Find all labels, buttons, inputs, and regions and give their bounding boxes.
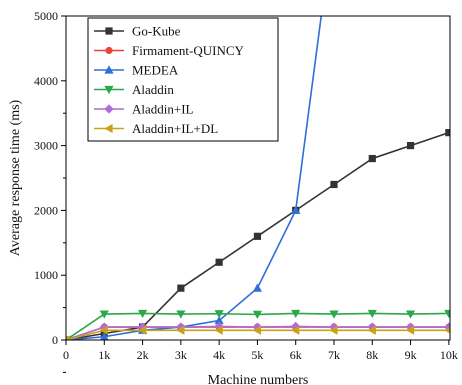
- legend-label: Aladdin+IL+DL: [132, 121, 218, 136]
- data-point: [176, 310, 186, 319]
- series-aladdin: [66, 309, 450, 340]
- series-aladdin-il-dl: [66, 325, 450, 340]
- legend-label: Aladdin: [132, 82, 174, 97]
- y-tick-label: 0: [52, 333, 58, 347]
- data-point: [137, 322, 148, 332]
- data-point: [137, 309, 148, 319]
- data-point: [99, 325, 108, 335]
- data-point: [329, 310, 339, 319]
- data-point: [367, 322, 377, 332]
- data-point: [104, 65, 114, 74]
- y-tick-label: 3000: [34, 139, 58, 153]
- data-point: [99, 322, 109, 332]
- x-tick-label: 7k: [328, 348, 340, 362]
- legend-item: Aladdin: [94, 82, 174, 97]
- data-point: [177, 284, 185, 292]
- data-point: [99, 310, 109, 319]
- data-point: [176, 325, 185, 335]
- legend-label: Aladdin+IL: [132, 102, 194, 117]
- data-point: [252, 283, 263, 292]
- y-tick-label: 4000: [34, 74, 58, 88]
- data-point: [176, 322, 186, 332]
- series-medea: [66, 16, 323, 340]
- legend-label: Go-Kube: [132, 24, 181, 39]
- data-point: [329, 322, 339, 332]
- legend-item: Go-Kube: [94, 24, 181, 39]
- series-line: [66, 16, 323, 340]
- data-point: [444, 309, 450, 319]
- legend-box: [87, 17, 279, 142]
- data-point: [104, 123, 113, 134]
- x-tick-label: 0: [63, 348, 69, 362]
- x-tick-label: 5k: [251, 348, 263, 362]
- legend-item: Firmament-QUINCY: [94, 43, 245, 58]
- data-point: [405, 325, 415, 335]
- y-axis-title: Average response time (ms): [8, 99, 23, 256]
- data-point: [445, 129, 450, 137]
- data-point: [367, 325, 376, 335]
- legend-label: Firmament-QUINCY: [132, 43, 245, 58]
- data-point: [330, 180, 338, 189]
- data-point: [253, 232, 262, 240]
- data-point: [291, 205, 301, 214]
- x-tick-label: 10k: [440, 348, 458, 362]
- data-point: [291, 325, 300, 335]
- data-point: [214, 325, 223, 335]
- y-tick-label: 1000: [34, 268, 58, 282]
- data-point: [252, 310, 263, 320]
- x-tick-label: 2k: [137, 348, 149, 362]
- data-point: [214, 310, 224, 319]
- x-tick-label: 3k: [175, 348, 187, 362]
- data-point: [444, 327, 450, 334]
- data-point: [105, 27, 113, 35]
- legend-item: MEDEA: [94, 63, 179, 78]
- y-tick-label: 2000: [34, 203, 58, 217]
- legend-label: MEDEA: [132, 63, 179, 78]
- data-point: [99, 332, 109, 340]
- data-point: [329, 325, 338, 335]
- data-point: [252, 325, 262, 335]
- data-point: [367, 309, 377, 319]
- data-point: [215, 258, 223, 266]
- data-point: [252, 322, 263, 332]
- x-tick-label: 4k: [213, 348, 225, 362]
- data-point: [66, 335, 70, 340]
- x-tick-label: 8k: [366, 348, 378, 362]
- data-point: [406, 142, 415, 150]
- x-tick-label: 6k: [290, 348, 302, 362]
- x-axis-title: Machine numbers: [208, 373, 309, 385]
- data-point: [105, 46, 113, 55]
- data-point: [291, 309, 301, 319]
- data-point: [104, 85, 114, 95]
- data-point: [405, 322, 416, 332]
- data-point: [104, 104, 114, 114]
- data-point: [368, 154, 376, 163]
- data-point: [137, 325, 147, 335]
- x-tick-label: 1k: [98, 348, 110, 362]
- x-tick-label: 9k: [405, 348, 417, 362]
- legend-item: Aladdin+IL: [94, 102, 194, 117]
- y-tick-label: 5000: [34, 9, 58, 23]
- data-point: [405, 310, 416, 319]
- data-point: [214, 315, 224, 325]
- data-point: [214, 321, 224, 331]
- legend-item: Aladdin+IL+DL: [94, 121, 218, 136]
